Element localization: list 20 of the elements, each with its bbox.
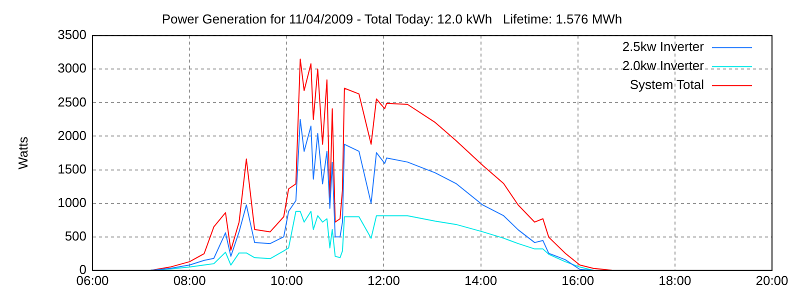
y-tick-label: 0	[79, 262, 87, 277]
x-tick-label: 10:00	[270, 272, 303, 288]
x-tick-label: 20:00	[756, 272, 788, 288]
x-tick-label: 18:00	[658, 272, 692, 288]
legend-label: 2.5kw Inverter	[622, 39, 705, 54]
chart-title: Power Generation for 11/04/2009 - Total Today: 12.0 kWh Lifetime: 1.576 MWh	[162, 11, 622, 26]
x-tick-label: 08:00	[173, 272, 206, 288]
x-tick-label: 14:00	[464, 272, 498, 288]
y-tick-label: 3000	[58, 60, 87, 76]
y-tick-label: 3500	[58, 27, 87, 42]
y-axis-title: Watts	[15, 136, 30, 170]
y-tick-label: 500	[64, 228, 87, 244]
y-tick-label: 1000	[58, 194, 87, 210]
x-tick-label: 16:00	[562, 272, 594, 288]
y-tick-label: 2000	[58, 128, 87, 143]
legend-label: 2.0kw Inverter	[622, 58, 705, 74]
y-tick-label: 2500	[58, 94, 87, 110]
legend-label: System Total	[630, 77, 704, 92]
y-tick-label: 1500	[58, 161, 87, 176]
x-tick-label: 12:00	[367, 272, 400, 288]
